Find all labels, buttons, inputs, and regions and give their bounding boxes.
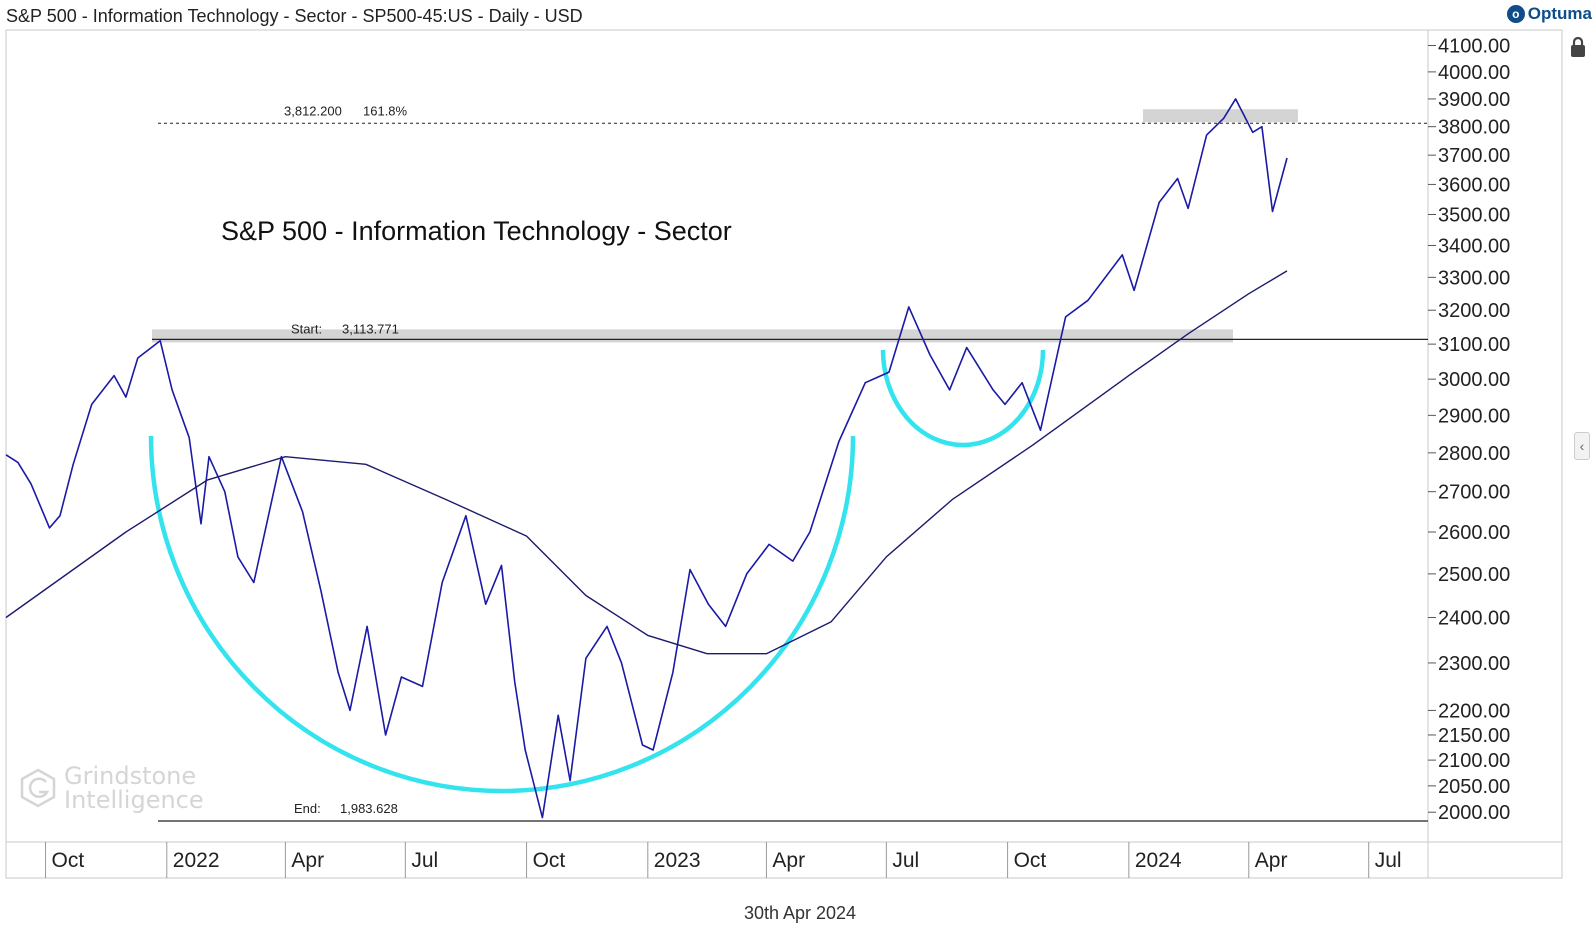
y-tick-label: 2150.00: [1438, 725, 1510, 747]
y-tick-label: 2700.00: [1438, 482, 1510, 504]
x-tick-label: Apr: [1255, 849, 1288, 872]
data-series: [5, 98, 1288, 819]
x-axis: Oct 2022 Apr Jul Oct 2023 Apr Jul Oct 2024 Apr Jul: [45, 842, 1402, 878]
x-tick-label: 2022: [173, 849, 220, 872]
x-tick-label: Jul: [892, 849, 919, 872]
annotation-labels: 3,812.200 161.8% Start: 3,113.771 End: 1,983.…: [221, 103, 732, 816]
y-tick-label: 2100.00: [1438, 750, 1510, 772]
fib-target-band: [1143, 109, 1298, 123]
optuma-logo-icon: o: [1506, 5, 1525, 23]
y-tick-label: 2500.00: [1438, 564, 1510, 586]
y-tick-label: 2600.00: [1438, 522, 1510, 544]
optuma-logo: o Optuma: [1506, 4, 1592, 24]
end-value-label: 1,983.628: [340, 801, 398, 816]
y-tick-label: 3200.00: [1438, 300, 1510, 322]
start-label: Start:: [291, 321, 322, 336]
date-footer: 30th Apr 2024: [743, 903, 857, 923]
y-tick-label: 2900.00: [1438, 405, 1510, 427]
x-tick-label: Oct: [52, 849, 85, 872]
y-tick-label: 3800.00: [1438, 117, 1510, 139]
y-tick-label: 4100.00: [1438, 36, 1510, 58]
y-tick-label: 4000.00: [1438, 62, 1510, 84]
end-label: End:: [294, 801, 321, 816]
price-line: [5, 98, 1288, 819]
cup-arc: [148, 435, 856, 794]
plot-frame: [5, 29, 1563, 879]
y-tick-label: 3900.00: [1438, 89, 1510, 111]
y-tick-label: 3000.00: [1438, 369, 1510, 391]
y-tick-label: 2000.00: [1438, 802, 1510, 824]
fib-value-label: 3,812.200: [284, 103, 342, 118]
y-tick-label: 3500.00: [1438, 205, 1510, 227]
watermark-line2: Intelligence: [64, 786, 204, 814]
y-tick-label: 2800.00: [1438, 443, 1510, 465]
x-tick-label: Jul: [411, 849, 438, 872]
lock-icon[interactable]: [1568, 36, 1588, 58]
y-tick-label: 2400.00: [1438, 607, 1510, 629]
collapse-panel-chevron-icon[interactable]: ‹: [1574, 432, 1590, 460]
y-tick-label: 3700.00: [1438, 145, 1510, 167]
chart-title-annotation: S&P 500 - Information Technology - Secto…: [221, 216, 732, 246]
grindstone-watermark: Grindstone Intelligence: [18, 764, 204, 812]
x-tick-label: Apr: [772, 849, 805, 872]
y-tick-label: 3600.00: [1438, 174, 1510, 196]
rounding-arcs: [148, 349, 1046, 794]
optuma-logo-text: Optuma: [1527, 4, 1592, 23]
chart-header: S&P 500 - Information Technology - Secto…: [6, 6, 583, 26]
x-tick-label: Apr: [291, 849, 324, 872]
grindstone-logo-icon: [20, 768, 56, 808]
y-tick-label: 2050.00: [1438, 776, 1510, 798]
annotation-bands: [152, 109, 1428, 822]
y-tick-label: 3100.00: [1438, 334, 1510, 356]
x-tick-label: Oct: [1014, 849, 1047, 872]
fib-pct-label: 161.8%: [363, 103, 408, 118]
chart-border: [5, 29, 1563, 879]
handle-arc: [880, 349, 1046, 448]
x-tick-label: Oct: [533, 849, 566, 872]
x-tick-label: Jul: [1375, 849, 1402, 872]
y-tick-label: 3400.00: [1438, 235, 1510, 257]
start-value-label: 3,113.771: [342, 321, 399, 336]
x-tick-label: 2023: [654, 849, 701, 872]
x-tick-label: 2024: [1135, 849, 1182, 872]
y-axis: 4100.00 4000.00 3900.00 3800.00 3700.00 3600.…: [1428, 36, 1510, 824]
y-tick-label: 2300.00: [1438, 653, 1510, 675]
y-tick-label: 3300.00: [1438, 267, 1510, 289]
watermark-line1: Grindstone: [64, 762, 197, 790]
moving-average-line: [5, 270, 1288, 655]
y-tick-label: 2200.00: [1438, 700, 1510, 722]
